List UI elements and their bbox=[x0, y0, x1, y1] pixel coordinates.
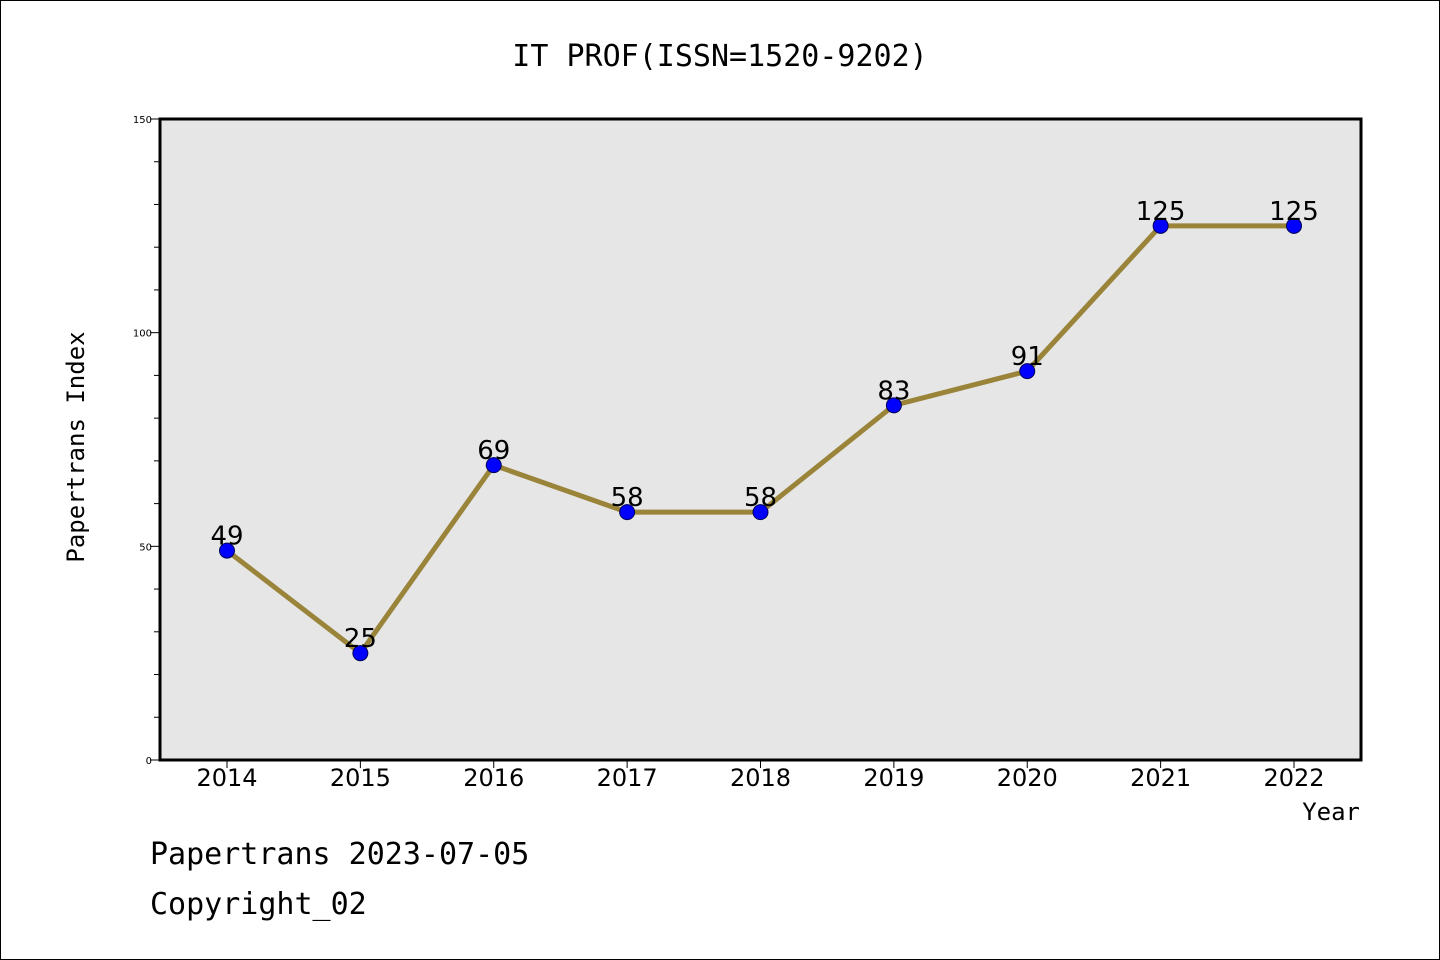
data-point bbox=[885, 397, 902, 414]
x-tick-label: 2020 bbox=[997, 764, 1058, 792]
y-axis-label: Papertrans Index bbox=[62, 331, 90, 562]
data-label: 58 bbox=[611, 483, 644, 513]
chart-title: IT PROF(ISSN=1520-9202) bbox=[512, 39, 927, 74]
data-point bbox=[1286, 217, 1302, 234]
data-label: 49 bbox=[210, 522, 243, 552]
x-tick-label: 2016 bbox=[463, 764, 524, 792]
data-label: 83 bbox=[877, 376, 910, 406]
x-axis-ticks: 2014 2015 2016 2017 2018 2019 2020 2021 2022 bbox=[196, 760, 1325, 792]
x-tick-label: 2017 bbox=[597, 764, 658, 792]
data-label: 91 bbox=[1011, 342, 1044, 372]
data-point bbox=[219, 542, 235, 559]
plot-border bbox=[158, 117, 1363, 762]
x-tick-label: 2019 bbox=[863, 764, 924, 792]
x-tick-label: 2022 bbox=[1263, 764, 1324, 792]
footer-copyright: Copyright_02 bbox=[150, 887, 367, 922]
y-axis-ticks: 0 50 100 150 bbox=[133, 115, 160, 767]
footer-date: Papertrans 2023-07-05 bbox=[150, 837, 529, 872]
data-point bbox=[1152, 217, 1169, 234]
y-tick-label: 150 bbox=[133, 115, 152, 126]
data-point bbox=[1019, 363, 1036, 380]
x-axis-label: Year bbox=[1302, 798, 1360, 826]
data-label: 125 bbox=[1269, 197, 1319, 227]
y-tick-label: 50 bbox=[139, 542, 152, 553]
data-point bbox=[352, 645, 369, 662]
y-tick-label: 0 bbox=[146, 756, 152, 767]
x-tick-label: 2014 bbox=[196, 764, 257, 792]
data-labels: 49 25 69 58 58 83 91 125 125 bbox=[210, 197, 1318, 654]
x-tick-label: 2015 bbox=[330, 764, 391, 792]
data-point bbox=[619, 504, 636, 521]
data-label: 69 bbox=[477, 436, 510, 466]
data-label: 58 bbox=[744, 483, 777, 513]
data-point bbox=[752, 504, 769, 521]
data-label: 125 bbox=[1136, 197, 1186, 227]
y-tick-label: 100 bbox=[133, 329, 152, 340]
data-point bbox=[485, 457, 502, 474]
data-markers bbox=[219, 217, 1302, 662]
x-tick-label: 2021 bbox=[1130, 764, 1191, 792]
x-tick-label: 2018 bbox=[730, 764, 791, 792]
data-label: 25 bbox=[344, 624, 377, 654]
